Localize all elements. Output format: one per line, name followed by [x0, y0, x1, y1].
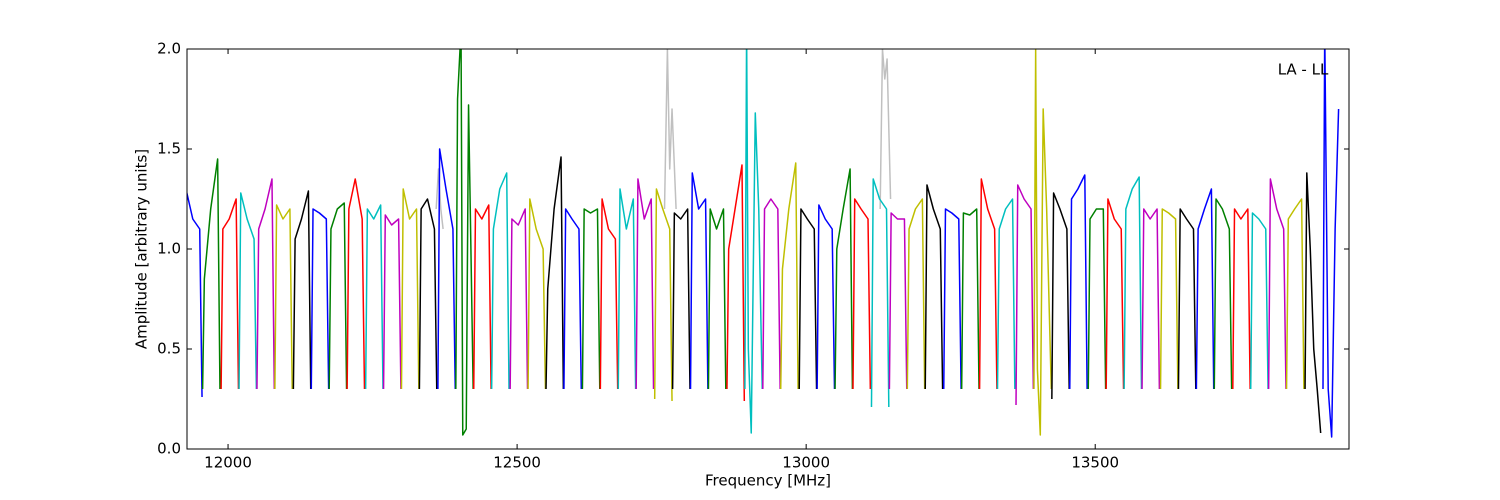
series-line: [996, 198, 1016, 390]
series-line: [943, 208, 962, 390]
series-line: [599, 198, 619, 390]
series-line: [834, 168, 854, 390]
series-line: [545, 156, 565, 390]
y-tick-label: 0.5: [157, 340, 181, 358]
annotation: LA - LL: [1278, 61, 1329, 79]
x-axis-label: Frequency [MHz]: [705, 472, 831, 490]
series-line: [310, 208, 330, 390]
y-tick-label: 1.0: [157, 240, 181, 258]
y-tick-label: 2.0: [157, 40, 181, 58]
series-line: [1069, 174, 1088, 390]
y-tick-label: 0.0: [157, 440, 181, 458]
series-line: [798, 208, 818, 390]
series-line: [1141, 208, 1161, 390]
series-line: [382, 214, 402, 390]
series-line: [201, 158, 221, 390]
series-line: [509, 208, 529, 390]
series-line: [852, 198, 872, 390]
series-line: [527, 198, 547, 390]
series-line: [490, 172, 510, 390]
series-line: [744, 49, 763, 434]
series-line: [418, 198, 438, 390]
series-line: [1123, 176, 1143, 390]
series-line: [1195, 188, 1215, 390]
series-line: [1322, 49, 1340, 438]
series-line: [238, 192, 258, 390]
series-line: [762, 198, 781, 390]
x-tick-label: 13000: [782, 454, 830, 472]
series-line: [437, 148, 456, 390]
series-line: [472, 204, 492, 390]
series-line: [274, 204, 293, 390]
series-line: [1285, 198, 1305, 390]
series-line: [1177, 208, 1197, 390]
series-line: [1051, 192, 1070, 400]
x-tick-label: 13500: [1071, 454, 1119, 472]
series-line: [978, 178, 998, 390]
series-line: [870, 178, 890, 408]
series-line: [1015, 184, 1035, 406]
series-line: [400, 188, 420, 390]
series-line: [1213, 198, 1233, 390]
series-line: [1033, 49, 1053, 436]
series-line: [187, 190, 203, 398]
series-line: [1232, 208, 1251, 390]
series-line: [960, 208, 980, 390]
series-line: [689, 172, 709, 390]
series-line: [220, 198, 240, 390]
series-line: [1087, 208, 1107, 390]
series-line: [779, 162, 799, 390]
series-line: [653, 188, 673, 402]
series-line: [635, 178, 655, 390]
series-line: [671, 208, 691, 390]
series-line: [346, 178, 366, 390]
series-line: [364, 204, 384, 390]
series-line: [1159, 208, 1179, 390]
y-tick-label: 1.5: [157, 140, 181, 158]
series-line: [816, 204, 836, 390]
series-line: [292, 190, 312, 390]
series-line: [1105, 198, 1125, 390]
plot-background: [187, 49, 1349, 449]
x-tick-label: 12000: [204, 454, 252, 472]
series-line: [617, 188, 637, 390]
y-axis-label: Amplitude [arbitrary units]: [133, 149, 151, 349]
series-line: [256, 178, 276, 390]
series-line: [455, 49, 474, 436]
series-line: [707, 208, 727, 390]
series-line: [1304, 172, 1322, 434]
series-line: [924, 184, 944, 390]
series-line: [906, 198, 926, 390]
x-tick-label: 12500: [493, 454, 541, 472]
series-group: [187, 49, 1340, 438]
series-line: [328, 202, 348, 390]
series-line: [1267, 178, 1287, 390]
series-line: [1249, 212, 1269, 390]
series-line: [888, 212, 908, 390]
series-line: [563, 208, 583, 390]
series-line: [726, 164, 746, 402]
series-line: [581, 208, 601, 390]
